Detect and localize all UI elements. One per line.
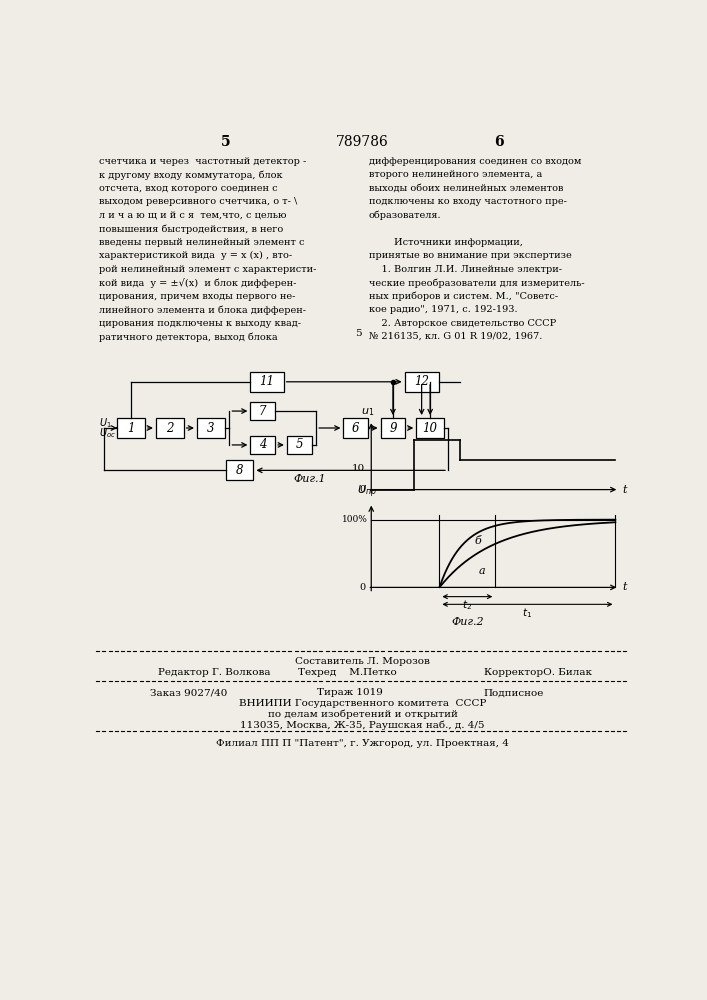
Text: 789786: 789786 [337, 135, 389, 149]
Text: ратичного детектора, выход блока: ратичного детектора, выход блока [99, 332, 278, 342]
Text: 3: 3 [207, 422, 215, 434]
Bar [404, 372, 438, 392]
Text: ческие преобразователи для измеритель-: ческие преобразователи для измеритель- [369, 278, 585, 288]
Text: $t_2$: $t_2$ [462, 598, 472, 612]
Text: введены первый нелинейный элемент с: введены первый нелинейный элемент с [99, 238, 305, 247]
Bar [226, 460, 253, 480]
Text: счетчика и через  частотный детектор -: счетчика и через частотный детектор - [99, 157, 306, 166]
Text: Подписное: Подписное [484, 688, 544, 697]
Text: $U_{пр}$: $U_{пр}$ [358, 484, 378, 500]
Text: 100%: 100% [341, 515, 368, 524]
Text: 12: 12 [414, 375, 429, 388]
Text: ных приборов и систем. М., "Советс-: ных приборов и систем. М., "Советс- [369, 292, 558, 301]
Text: 7: 7 [259, 405, 267, 418]
Text: 10: 10 [352, 464, 366, 473]
Text: линейного элемента и блока дифферен-: линейного элемента и блока дифферен- [99, 305, 306, 315]
Text: КорректорО. Билак: КорректорО. Билак [484, 668, 592, 677]
Text: ВНИИПИ Государственного комитета  СССР: ВНИИПИ Государственного комитета СССР [239, 699, 486, 708]
Text: $U_{oc}$: $U_{oc}$ [99, 426, 116, 440]
Text: 0: 0 [360, 583, 366, 592]
Text: л и ч а ю щ и й с я  тем,что, с целью: л и ч а ю щ и й с я тем,что, с целью [99, 211, 287, 220]
Text: 5: 5 [221, 135, 230, 149]
Text: кой вида  y = ±√(x)  и блок дифферен-: кой вида y = ±√(x) и блок дифферен- [99, 278, 297, 288]
Text: 9: 9 [389, 422, 397, 434]
Text: а: а [478, 566, 485, 576]
Text: образователя.: образователя. [369, 211, 442, 220]
Text: принятые во внимание при экспертизе: принятые во внимание при экспертизе [369, 251, 572, 260]
Bar [197, 418, 225, 438]
Text: $u_1$: $u_1$ [361, 406, 374, 418]
Text: 2: 2 [166, 422, 173, 434]
Text: 10: 10 [423, 422, 438, 434]
Bar [250, 402, 275, 420]
Bar [250, 436, 275, 454]
Text: дифференцирования соединен со входом: дифференцирования соединен со входом [369, 157, 581, 166]
Text: Техред    М.Петко: Техред М.Петко [298, 668, 397, 677]
Text: выходы обоих нелинейных элементов: выходы обоих нелинейных элементов [369, 184, 563, 193]
Text: б: б [474, 536, 481, 546]
Text: Филиал ПП П "Патент", г. Ужгород, ул. Проектная, 4: Филиал ПП П "Патент", г. Ужгород, ул. Пр… [216, 739, 509, 748]
Text: Источники информации,: Источники информации, [369, 238, 522, 247]
Text: второго нелинейного элемента, а: второго нелинейного элемента, а [369, 170, 542, 179]
Text: 113035, Москва, Ж-35, Раушская наб., д. 4/5: 113035, Москва, Ж-35, Раушская наб., д. … [240, 721, 485, 730]
Text: $U_1$: $U_1$ [99, 416, 112, 430]
Text: Тираж 1019: Тираж 1019 [317, 688, 383, 697]
Text: цирования, причем входы первого не-: цирования, причем входы первого не- [99, 292, 296, 301]
Text: Составитель Л. Морозов: Составитель Л. Морозов [296, 657, 430, 666]
Bar [380, 418, 405, 438]
Text: кое радио", 1971, с. 192-193.: кое радио", 1971, с. 192-193. [369, 305, 518, 314]
Bar [287, 436, 312, 454]
Text: повышения быстродействия, в него: повышения быстродействия, в него [99, 224, 284, 234]
Text: 1. Волгин Л.И. Линейные электри-: 1. Волгин Л.И. Линейные электри- [369, 265, 562, 274]
Text: 11: 11 [259, 375, 274, 388]
Text: 6: 6 [352, 422, 359, 434]
Text: 4: 4 [259, 438, 267, 451]
Bar [416, 418, 444, 438]
Text: Фиг.2: Фиг.2 [452, 617, 484, 627]
Text: t: t [622, 582, 627, 592]
Text: 5: 5 [296, 438, 303, 451]
Text: выходом реверсивного счетчика, о т- \: выходом реверсивного счетчика, о т- \ [99, 197, 298, 206]
Text: 1: 1 [127, 422, 135, 434]
Text: t: t [622, 485, 627, 495]
Text: цирования подключены к выходу квад-: цирования подключены к выходу квад- [99, 319, 301, 328]
Text: 5: 5 [356, 329, 362, 338]
Bar [117, 418, 145, 438]
Text: Заказ 9027/40: Заказ 9027/40 [151, 688, 228, 697]
Text: по делам изобретений и открытий: по делам изобретений и открытий [268, 710, 457, 719]
Bar [250, 372, 284, 392]
Text: к другому входу коммутатора, блок: к другому входу коммутатора, блок [99, 170, 283, 180]
Text: 8: 8 [235, 464, 243, 477]
Text: рой нелинейный элемент с характеристи-: рой нелинейный элемент с характеристи- [99, 265, 317, 274]
Text: характеристикой вида  y = x (x) , вто-: характеристикой вида y = x (x) , вто- [99, 251, 293, 260]
Text: подключены ко входу частотного пре-: подключены ко входу частотного пре- [369, 197, 567, 206]
Text: № 216135, кл. G 01 R 19/02, 1967.: № 216135, кл. G 01 R 19/02, 1967. [369, 332, 542, 341]
Text: 6: 6 [494, 135, 504, 149]
Bar [344, 418, 368, 438]
Bar [156, 418, 184, 438]
Text: 0: 0 [360, 485, 366, 494]
Text: Фиг.1: Фиг.1 [293, 474, 325, 484]
Text: $t_1$: $t_1$ [522, 606, 532, 620]
Text: отсчета, вход которого соединен с: отсчета, вход которого соединен с [99, 184, 278, 193]
Text: 2. Авторское свидетельство СССР: 2. Авторское свидетельство СССР [369, 319, 556, 328]
Text: Редактор Г. Волкова: Редактор Г. Волкова [158, 668, 271, 677]
